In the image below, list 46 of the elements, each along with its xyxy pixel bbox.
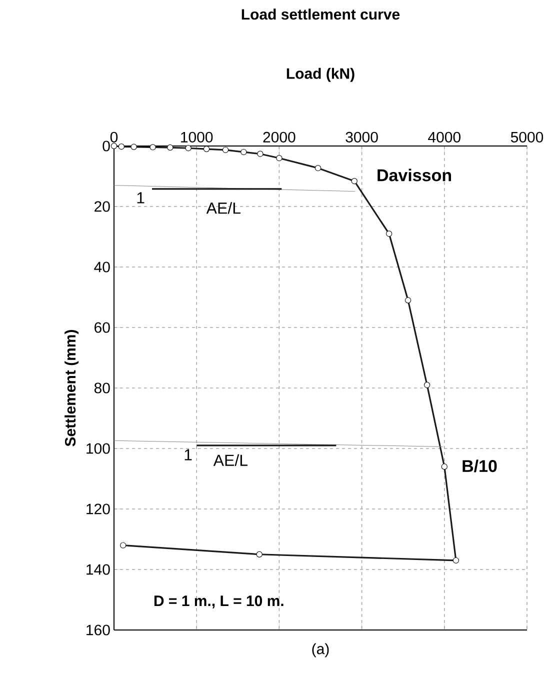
x-tick-label: 3000 [346,132,378,142]
y-tick-label: 100 [86,443,110,454]
point [118,144,125,150]
point [404,297,412,304]
annotation: D = 1 m., L = 10 m. [154,596,284,608]
chart-title: Load settlement curve [242,8,400,20]
x-tick-label: 1000 [181,132,213,142]
y-tick-label: 20 [94,201,110,212]
point [351,178,358,184]
point [386,230,392,237]
point [110,142,118,150]
x-tick-label: 2000 [263,132,296,142]
annotation: 1 [137,192,144,204]
point [167,144,174,151]
x-axis-title: Load (kN) [286,68,354,82]
x-tick-label: 0 [110,132,118,142]
annotation: AE/L [206,202,240,214]
y-tick-label: 60 [94,322,110,333]
point [256,551,262,558]
text: (a) [312,643,329,658]
point [240,148,247,156]
x-tick-label: 4000 [428,132,460,142]
x-tick-label: 5000 [510,132,544,142]
point [314,164,322,172]
point [222,146,229,154]
point [452,557,460,564]
annotation: AE/L [213,454,248,466]
point [130,144,137,150]
y-tick-label: 80 [94,382,110,394]
annotation: B/10 [462,460,497,472]
point [203,146,210,152]
point [257,150,264,157]
y-tick-label: 160 [86,624,110,636]
annotation: Davisson [378,168,452,182]
point [120,542,126,548]
point [276,155,282,162]
y-tick-label: 120 [86,504,110,514]
y-tick-label: 40 [94,262,110,272]
y-axis-title: Settlement (mm) [64,330,79,446]
point [424,382,430,388]
point [185,145,192,152]
y-tick-label: 0 [102,140,110,152]
annotation: 1 [184,449,192,460]
point [441,464,448,470]
y-tick-label: 140 [86,564,110,575]
point [150,144,156,150]
